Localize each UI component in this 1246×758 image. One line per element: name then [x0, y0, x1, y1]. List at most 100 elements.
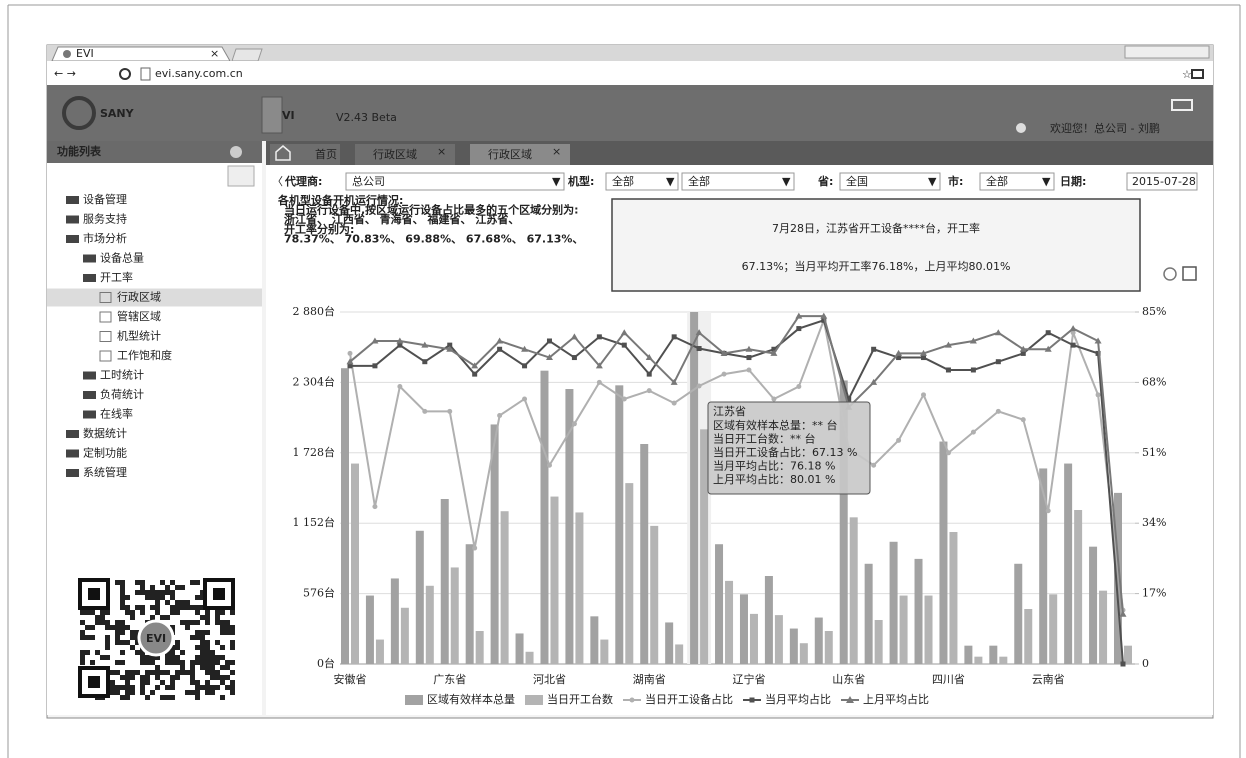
line-marker — [620, 329, 628, 336]
page-tab-close[interactable]: × — [437, 145, 446, 158]
sidebar-item[interactable]: 工时统计 — [100, 369, 144, 382]
qr-cell — [205, 665, 210, 670]
menu-icon[interactable] — [1191, 69, 1204, 79]
win-controls[interactable] — [1124, 45, 1210, 59]
line-marker — [371, 337, 379, 344]
page-tab[interactable] — [470, 144, 570, 165]
callout-line: 7月28日，江苏省开工设备****台，开工率 — [772, 221, 980, 235]
sidebar-item[interactable]: 管辖区域 — [117, 309, 161, 323]
qr-cell — [140, 650, 145, 655]
page-icon — [99, 331, 112, 342]
brand: SANY — [100, 107, 135, 120]
bar — [450, 567, 459, 664]
line-series — [350, 319, 1124, 665]
tooltip — [707, 401, 871, 495]
bar — [774, 615, 783, 664]
sidebar-item[interactable]: 定制功能 — [83, 446, 127, 460]
callout — [611, 198, 1141, 292]
legend-label[interactable]: 区域有效样本总量 — [427, 692, 515, 706]
legend-label[interactable]: 当日开工台数 — [547, 692, 613, 706]
qr-cell — [140, 680, 145, 685]
qr-cell — [120, 625, 125, 630]
logo-mark — [62, 96, 96, 130]
qr-cell — [105, 640, 110, 645]
legend-label[interactable]: 当月平均占比 — [765, 692, 831, 706]
qr-cell — [120, 605, 125, 610]
qr-cell — [115, 630, 120, 635]
qr-cell — [215, 670, 220, 675]
line-marker — [745, 345, 753, 352]
page-tab-label[interactable]: 首页 — [315, 147, 337, 161]
qr-cell — [125, 595, 130, 600]
qr-cell — [185, 670, 190, 675]
line-marker — [447, 342, 453, 348]
line-marker — [621, 342, 627, 348]
qr-cell — [110, 670, 115, 675]
sidebar-item[interactable]: 开工率 — [100, 270, 133, 284]
page-tab-label[interactable]: 行政区域 — [373, 147, 417, 161]
save-icon[interactable] — [1182, 266, 1197, 281]
sidebar-item[interactable]: 服务支持 — [83, 212, 127, 226]
qr-cell — [215, 675, 220, 680]
qr-cell — [140, 585, 145, 590]
qr-cell — [115, 625, 120, 630]
dropdown[interactable] — [979, 172, 1055, 191]
qr-cell — [215, 660, 220, 665]
qr-cell — [165, 695, 170, 700]
line-marker — [896, 437, 902, 443]
legend-label[interactable]: 当日开工设备占比 — [645, 692, 733, 706]
dropdown[interactable] — [605, 172, 679, 191]
page-tab[interactable] — [355, 144, 455, 165]
dropdown[interactable] — [839, 172, 941, 191]
sidebar-item[interactable]: 设备管理 — [83, 192, 127, 206]
dropdown[interactable] — [345, 172, 565, 191]
qr-cell — [125, 690, 130, 695]
qr-cell — [210, 675, 215, 680]
qr-cell — [115, 580, 120, 585]
page-tab-label[interactable]: 行政区域 — [488, 147, 532, 161]
line-marker — [372, 363, 378, 369]
line-marker — [921, 392, 927, 398]
qr-cell — [135, 630, 140, 635]
qr-cell — [155, 605, 160, 610]
new-tab[interactable] — [231, 48, 263, 62]
date-input[interactable] — [1126, 172, 1198, 191]
line-marker — [945, 450, 951, 456]
qr-cell — [150, 670, 155, 675]
qr-cell — [125, 605, 130, 610]
page-tab-close[interactable]: × — [552, 145, 561, 158]
home-icon — [275, 145, 291, 161]
sidebar-item[interactable]: 行政区域 — [117, 290, 161, 304]
sidebar-item[interactable]: 系统管理 — [83, 465, 127, 479]
hamburger[interactable] — [1171, 99, 1193, 111]
bar — [899, 595, 908, 664]
sidebar-item[interactable]: 机型统计 — [117, 329, 161, 343]
qr-cell — [190, 635, 195, 640]
refresh-box[interactable] — [227, 165, 255, 187]
refresh-icon[interactable] — [1163, 267, 1177, 281]
filter-label: 市: — [948, 174, 963, 188]
sidebar-item[interactable]: 市场分析 — [83, 231, 127, 245]
legend-label[interactable]: 上月平均占比 — [863, 692, 929, 706]
reload[interactable] — [119, 68, 131, 80]
page-icon — [140, 67, 151, 81]
sidebar-item[interactable]: 数据统计 — [83, 426, 127, 440]
line-marker — [646, 371, 652, 377]
qr-cell — [80, 655, 85, 660]
qr-cell — [125, 670, 130, 675]
qr-cell — [165, 685, 170, 690]
qr-cell — [110, 690, 115, 695]
tab-close[interactable]: × — [210, 47, 219, 60]
line-marker — [521, 345, 529, 352]
sidebar-item[interactable]: 在线率 — [100, 407, 133, 421]
line-marker — [795, 312, 803, 319]
collapse[interactable] — [230, 146, 242, 158]
line-marker — [1044, 345, 1052, 352]
line-marker — [497, 346, 503, 352]
sidebar-item[interactable]: 工作饱和度 — [117, 348, 172, 362]
sidebar-item[interactable]: 设备总量 — [100, 251, 144, 265]
sidebar-item[interactable]: 负荷统计 — [100, 387, 144, 401]
line-marker — [447, 408, 453, 414]
qr-cell — [195, 690, 200, 695]
dropdown[interactable] — [681, 172, 795, 191]
